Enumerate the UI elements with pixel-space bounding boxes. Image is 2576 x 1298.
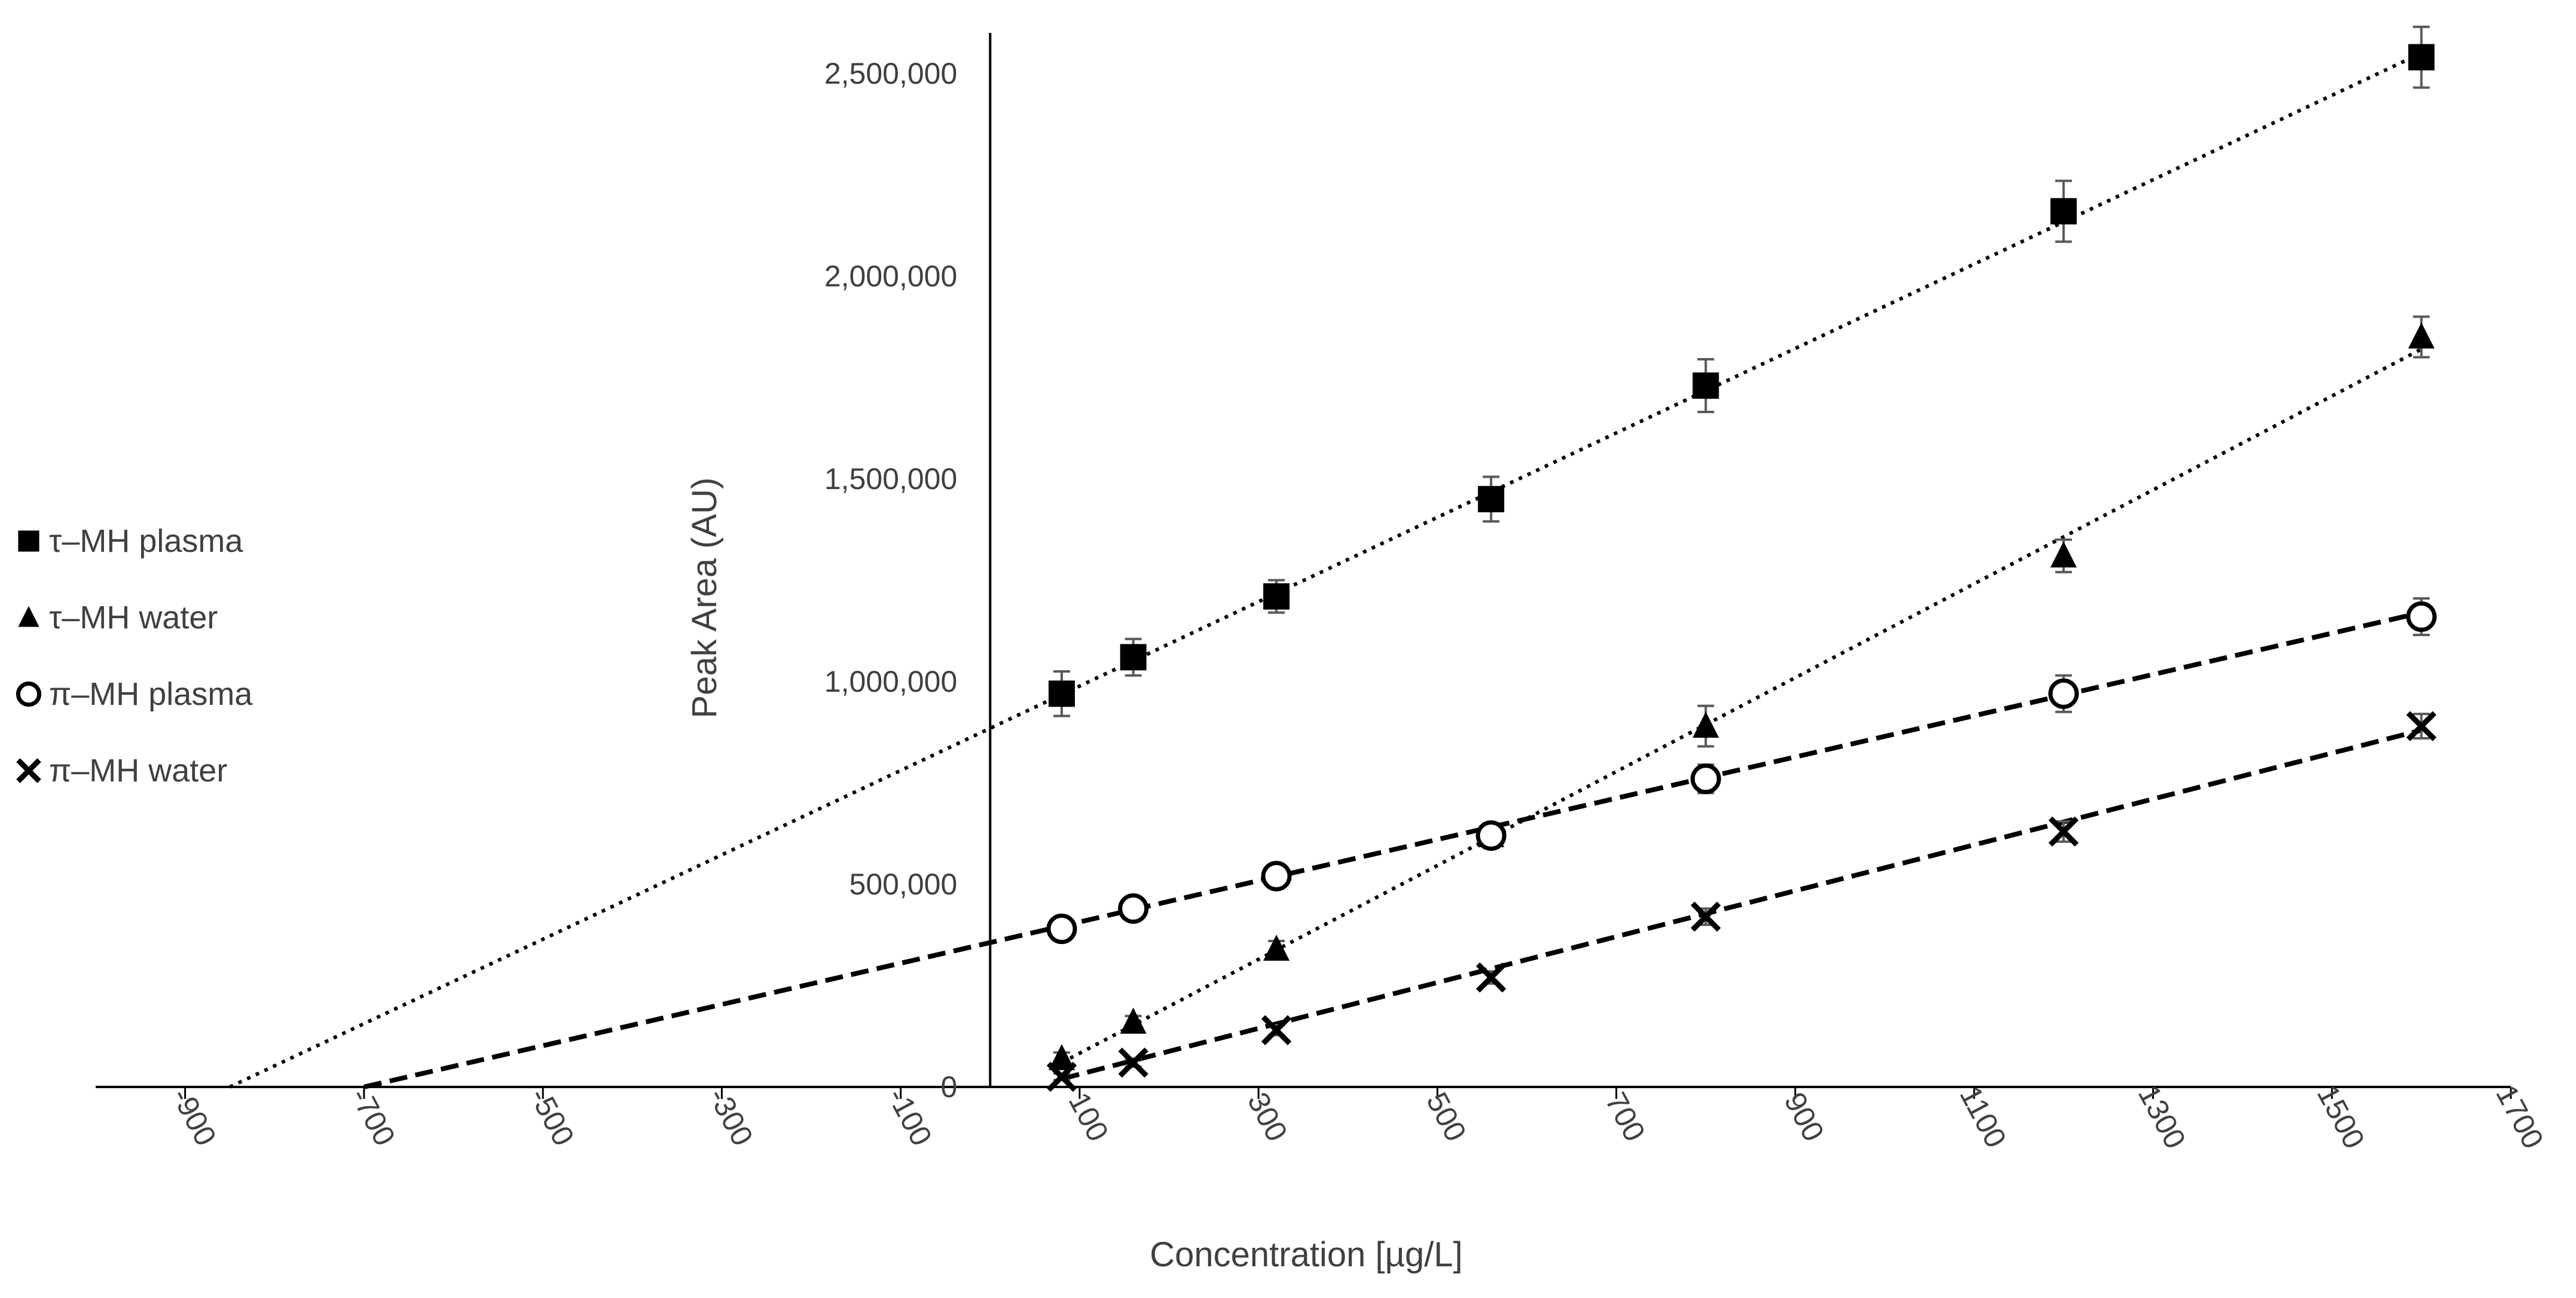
x-tick-label: -700	[344, 1083, 402, 1152]
marker-square	[2050, 198, 2077, 225]
x-tick-label: -900	[165, 1083, 222, 1152]
x-tick-label: 300	[1241, 1087, 1294, 1147]
marker-circle	[1475, 820, 1507, 851]
legend-label: π–MH plasma	[49, 676, 253, 712]
marker-x-stroke	[1046, 1061, 1077, 1092]
marker-x-stroke	[1476, 962, 1507, 993]
marker-circle	[1690, 763, 1721, 795]
axes	[96, 33, 2512, 1099]
y-tick-label: 500,000	[850, 868, 958, 901]
marker-circle	[1046, 914, 1077, 945]
marker-triangle	[1120, 1007, 1147, 1034]
marker-x	[1476, 962, 1507, 993]
trendline-circle-open	[363, 610, 2422, 1089]
marker-x	[2048, 816, 2079, 847]
x-tick-label: 1100	[1953, 1080, 2013, 1153]
marker-triangle	[2050, 541, 2077, 568]
y-tick-label: 1,500,000	[824, 462, 957, 496]
marker-circle	[16, 681, 42, 707]
marker-triangle	[1692, 711, 1719, 738]
marker-circle	[2406, 601, 2437, 632]
marker-square	[1049, 680, 1075, 707]
marker-circle	[1261, 860, 1292, 891]
marker-square	[2408, 44, 2435, 71]
marker-x-stroke	[16, 758, 41, 783]
marker-x-stroke	[1118, 1047, 1148, 1078]
marker-circle	[1118, 893, 1149, 924]
trendlines	[229, 51, 2422, 1089]
y-axis-title: Peak Area (AU)	[685, 478, 724, 719]
marker-x	[1691, 902, 1721, 932]
legend-item: π–MH plasma	[16, 676, 253, 712]
marker-square	[18, 530, 39, 552]
marker-x	[1118, 1047, 1148, 1078]
marker-triangle	[1263, 934, 1290, 961]
x-tick-label: -300	[702, 1083, 759, 1152]
marker-x	[1046, 1061, 1077, 1092]
marker-square	[1478, 485, 1505, 512]
trendline-triangle	[1061, 347, 2422, 1064]
legend-label: τ–MH water	[49, 600, 218, 636]
legend-label: τ–MH plasma	[49, 523, 243, 559]
marker-triangle	[2408, 322, 2435, 349]
error-bars	[1053, 25, 2430, 1082]
marker-square	[1263, 583, 1290, 610]
x-axis-title: Concentration [µg/L]	[1150, 1235, 1463, 1274]
marker-triangle	[18, 606, 39, 627]
x-tick-label: 1300	[2132, 1080, 2193, 1155]
marker-x-stroke	[1691, 902, 1721, 932]
data-markers	[1046, 44, 2437, 1092]
legend: τ–MH plasma τ–MH water π–MH plasma π–MH wat…	[16, 523, 253, 789]
marker-x-stroke	[2048, 816, 2079, 847]
x-tick-label: -500	[523, 1083, 580, 1152]
marker-x	[2406, 711, 2437, 741]
marker-triangle	[1049, 1044, 1075, 1070]
marker-circle	[2048, 678, 2079, 709]
marker-x	[16, 758, 41, 783]
legend-item: τ–MH water	[18, 600, 218, 636]
y-tick-label: 2,000,000	[824, 259, 957, 293]
marker-x	[1261, 1015, 1292, 1046]
x-tick-label: 900	[1778, 1087, 1831, 1147]
x-tick-label: -100	[881, 1083, 938, 1152]
tick-labels: -900 -700 -500 -300 -100 100 300 500 700 900 1100 1…	[165, 57, 2550, 1154]
x-tick-label: 500	[1420, 1087, 1473, 1147]
x-tick-label: 1700	[2489, 1080, 2550, 1155]
y-tick-label: 1,000,000	[824, 665, 957, 698]
trendline-x	[1061, 728, 2422, 1082]
x-tick-label: 700	[1599, 1087, 1652, 1147]
marker-square	[1120, 644, 1147, 671]
legend-item: τ–MH plasma	[18, 523, 243, 559]
trendline-square	[229, 51, 2422, 1089]
x-tick-label: 100	[1062, 1087, 1116, 1147]
x-tick-label: 1500	[2311, 1080, 2372, 1155]
marker-square	[1692, 372, 1719, 399]
marker-x-stroke	[2406, 711, 2437, 741]
marker-x-stroke	[1261, 1015, 1292, 1046]
legend-item: π–MH water	[16, 753, 227, 789]
y-tick-label: 0	[940, 1070, 957, 1104]
legend-label: π–MH water	[49, 753, 227, 789]
y-tick-label: 2,500,000	[824, 57, 957, 90]
